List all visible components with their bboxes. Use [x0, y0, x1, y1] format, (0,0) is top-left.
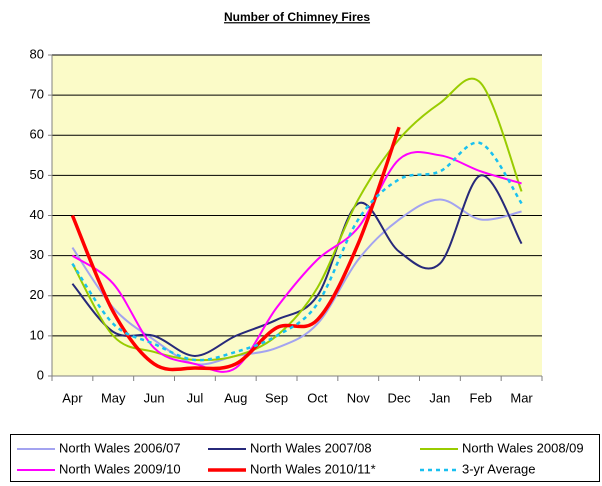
- x-tick-label: Jul: [187, 390, 204, 405]
- series-line: [71, 174, 523, 357]
- x-tick-label: Feb: [470, 390, 492, 405]
- x-tick-label: Oct: [307, 390, 328, 405]
- x-tick-label: Sep: [265, 390, 288, 405]
- legend-label: North Wales 2008/09: [462, 440, 584, 455]
- x-tick-label: Apr: [62, 390, 83, 405]
- x-tick-label: Jan: [429, 390, 450, 405]
- y-tick-label: 50: [30, 167, 44, 182]
- legend-label: North Wales 2010/11*: [250, 461, 376, 476]
- series-line: [71, 77, 523, 362]
- legend-label: 3-yr Average: [462, 461, 535, 476]
- legend-label: North Wales 2009/10: [59, 461, 181, 476]
- y-tick-label: 40: [30, 207, 44, 222]
- x-tick-label: Mar: [510, 390, 533, 405]
- x-tick-label: Nov: [347, 390, 371, 405]
- legend-label: North Wales 2006/07: [59, 440, 181, 455]
- x-tick-label: Aug: [224, 390, 247, 405]
- legend-label: North Wales 2007/08: [250, 440, 372, 455]
- legend: [10, 434, 600, 482]
- y-tick-label: 10: [30, 327, 44, 342]
- y-tick-label: 20: [30, 287, 44, 302]
- series-line: [71, 141, 523, 362]
- x-tick-label: Jun: [144, 390, 165, 405]
- y-tick-label: 30: [30, 247, 44, 262]
- y-tick-label: 80: [30, 46, 44, 61]
- y-tick-label: 60: [30, 127, 44, 142]
- y-tick-label: 0: [37, 367, 44, 382]
- y-tick-label: 70: [30, 87, 44, 102]
- x-tick-label: Dec: [388, 390, 412, 405]
- chart-title: Number of Chimney Fires: [224, 10, 370, 24]
- series-line: [70, 126, 401, 372]
- x-tick-label: May: [101, 390, 126, 405]
